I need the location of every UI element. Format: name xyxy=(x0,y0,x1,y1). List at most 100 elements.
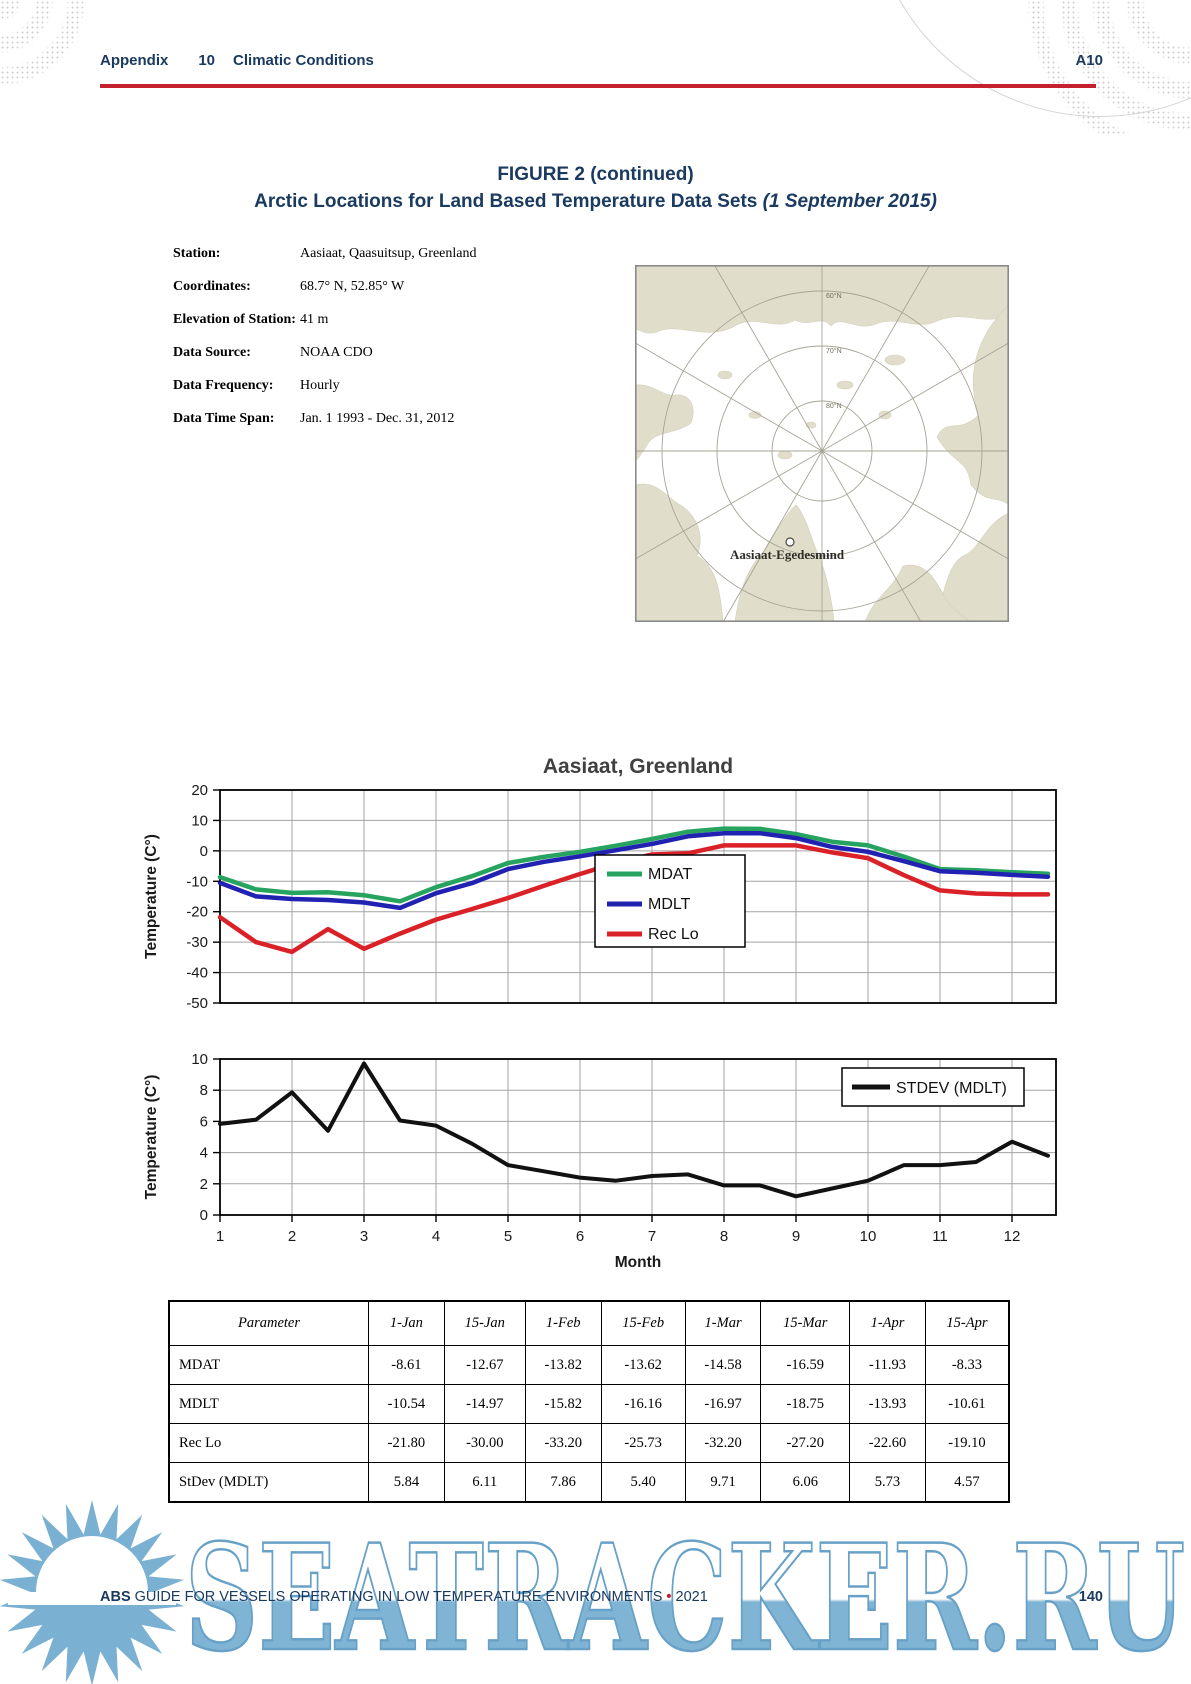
table-row: MDLT -10.54 -14.97 -15.82 -16.16 -16.97 -18.75… xyxy=(168,1384,1010,1424)
table-value-cell: -18.75 xyxy=(760,1384,851,1424)
figure-title-line2: Arctic Locations for Land Based Temperat… xyxy=(254,191,937,212)
y-tick-label: -10 xyxy=(186,873,208,890)
table-value-cell: -12.67 xyxy=(443,1345,526,1385)
figure-title-line1: FIGURE 2 (continued) xyxy=(497,164,694,185)
table-row: Rec Lo -21.80 -30.00 -33.20 -25.73 -32.20 -27.… xyxy=(168,1423,1010,1463)
table-header-cell: 1-Feb xyxy=(524,1300,602,1346)
y-tick-label: 0 xyxy=(200,843,208,860)
station-info-row: Data Source: NOAA CDO xyxy=(173,342,623,363)
x-tick-label: 7 xyxy=(648,1228,656,1245)
table-value-cell: -14.58 xyxy=(684,1345,762,1385)
table-value-cell: 5.73 xyxy=(849,1462,926,1503)
station-info-row: Station: Aasiaat, Qaasuitsup, Greenland xyxy=(173,243,623,264)
x-tick-label: 9 xyxy=(792,1228,800,1245)
map-graticule xyxy=(635,265,1009,622)
table-value-cell: -8.33 xyxy=(924,1345,1010,1385)
header-section: Appendix xyxy=(100,52,169,69)
y-tick-label: -20 xyxy=(186,904,208,921)
legend-label: MDLT xyxy=(648,896,691,913)
sun-horizon-band xyxy=(8,1592,176,1605)
table-value-cell: -21.80 xyxy=(368,1423,445,1463)
legend-label: STDEV (MDLT) xyxy=(896,1080,1007,1097)
header-rule xyxy=(100,84,1096,88)
table-value-cell: -32.20 xyxy=(684,1423,762,1463)
table-header-cell: 15-Jan xyxy=(443,1300,526,1346)
footer-bullet: • xyxy=(666,1589,672,1605)
info-label: Station: xyxy=(173,246,221,261)
x-axis-title: Month xyxy=(615,1254,661,1271)
x-tick-label: 11 xyxy=(932,1228,948,1245)
info-label: Elevation of Station: xyxy=(173,312,296,327)
table-value-cell: -33.20 xyxy=(524,1423,602,1463)
info-label: Data Frequency: xyxy=(173,378,274,393)
header-title: Climatic Conditions xyxy=(233,52,374,69)
info-value: Hourly xyxy=(300,378,340,393)
table-value-cell: -16.59 xyxy=(760,1345,851,1385)
y-tick-label: 8 xyxy=(200,1082,208,1099)
info-value: Jan. 1 1993 - Dec. 31, 2012 xyxy=(300,411,455,426)
station-marker xyxy=(785,537,795,547)
map-graticule-labels: 60°N 70°N 80°N xyxy=(826,292,842,410)
info-value: NOAA CDO xyxy=(300,345,373,360)
map-border xyxy=(635,265,1009,622)
table-parameter-cell: MDLT xyxy=(168,1384,369,1424)
table-row: StDev (MDLT) 5.84 6.11 7.86 5.40 9.71 6.06 5.73… xyxy=(168,1462,1010,1503)
y-tick-label: -40 xyxy=(186,965,208,982)
table-value-cell: 7.86 xyxy=(524,1462,602,1503)
table-parameter-cell: MDAT xyxy=(168,1345,369,1385)
y-tick-label: 4 xyxy=(200,1145,208,1162)
table-value-cell: -30.00 xyxy=(443,1423,526,1463)
station-info-row: Data Frequency: Hourly xyxy=(173,375,623,396)
table-value-cell: 4.57 xyxy=(924,1462,1010,1503)
table-header-cell: 1-Jan xyxy=(368,1300,445,1346)
y-tick-label: 2 xyxy=(200,1176,208,1193)
station-info-row: Elevation of Station: 41 m xyxy=(173,309,623,330)
y-axis-title: Temperature (C°) xyxy=(143,1075,160,1200)
table-value-cell: -14.97 xyxy=(443,1384,526,1424)
table-value-cell: -27.20 xyxy=(760,1423,851,1463)
y-tick-label: 10 xyxy=(191,1051,208,1068)
info-label: Coordinates: xyxy=(173,279,251,294)
x-tick-label: 6 xyxy=(576,1228,584,1245)
station-map-label: Aasiaat-Egedesmind xyxy=(730,547,845,562)
series-line-mdlt xyxy=(217,830,1051,911)
table-value-cell: -13.82 xyxy=(524,1345,602,1385)
info-label: Data Time Span: xyxy=(173,411,275,426)
svg-text:80°N: 80°N xyxy=(826,402,842,410)
page-footer: ABS GUIDE FOR VESSELS OPERATING IN LOW T… xyxy=(100,1589,1103,1605)
table-value-cell: -25.73 xyxy=(600,1423,686,1463)
table-value-cell: -22.60 xyxy=(849,1423,926,1463)
figure-title: FIGURE 2 (continued) Arctic Locations fo… xyxy=(0,161,1191,215)
y-tick-label: 10 xyxy=(191,812,208,829)
footer-page-number: 140 xyxy=(1078,1589,1103,1605)
footer-text: ABS GUIDE FOR VESSELS OPERATING IN LOW T… xyxy=(100,1589,708,1605)
table-row: MDAT -8.61 -12.67 -13.82 -13.62 -14.58 -16.59 -… xyxy=(168,1345,1010,1385)
info-value: 41 m xyxy=(300,312,329,327)
table-header-cell: 1-Mar xyxy=(684,1300,762,1346)
header-number: 10 xyxy=(198,52,216,69)
y-tick-label: 0 xyxy=(200,1207,208,1224)
plot-border xyxy=(219,789,1057,1004)
sun-dome xyxy=(36,1536,148,1592)
chart-title: Aasiaat, Greenland xyxy=(543,755,733,778)
table-header-cell: 15-Mar xyxy=(760,1300,851,1346)
footer-abs: ABS xyxy=(100,1589,131,1605)
table-header-cell: Parameter xyxy=(168,1300,369,1346)
table-value-cell: -13.93 xyxy=(849,1384,926,1424)
table-value-cell: 5.40 xyxy=(600,1462,686,1503)
table-value-cell: -16.97 xyxy=(684,1384,762,1424)
temperature-data-table: Parameter 1-Jan 15-Jan 1-Feb 15-Feb 1-Mar 15-M… xyxy=(168,1300,1010,1503)
table-value-cell: -13.62 xyxy=(600,1345,686,1385)
watermark-text: SEATRACKER.RU xyxy=(185,1513,1185,1684)
x-tick-label: 4 xyxy=(432,1228,440,1245)
x-tick-label: 2 xyxy=(288,1228,296,1245)
arctic-polar-map: 60°N 70°N 80°N Aasiaat-Egedesmind xyxy=(635,265,1009,622)
y-tick-label: -30 xyxy=(186,934,208,951)
table-value-cell: 6.11 xyxy=(443,1462,526,1503)
legend-label: MDAT xyxy=(648,866,692,883)
table-value-cell: -8.61 xyxy=(368,1345,445,1385)
x-tick-label: 3 xyxy=(360,1228,368,1245)
station-info-block: Station: Aasiaat, Qaasuitsup, Greenland Co… xyxy=(173,243,623,441)
seatracker-watermark: SEATRACKER.RU xyxy=(0,1500,1186,1684)
